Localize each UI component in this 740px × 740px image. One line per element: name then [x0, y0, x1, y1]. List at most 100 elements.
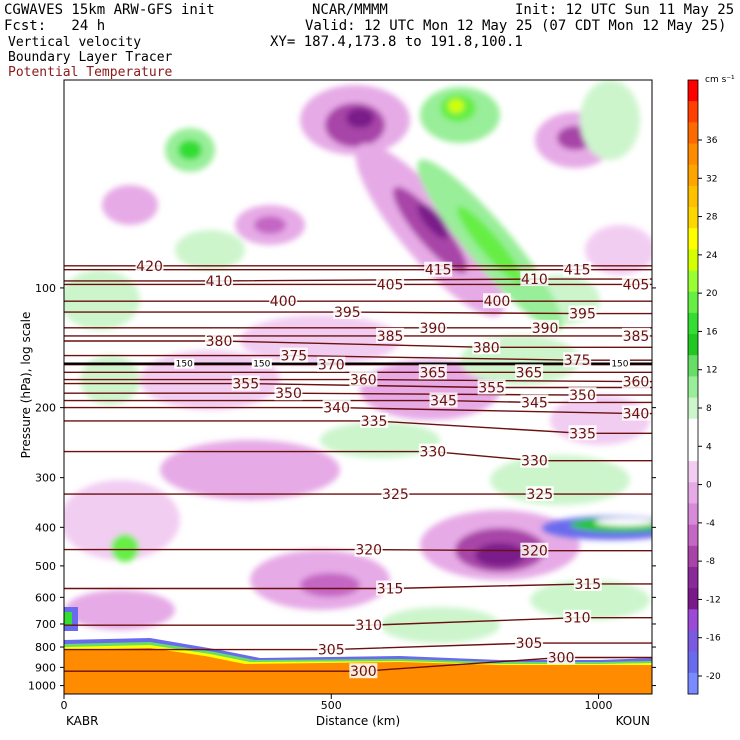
- theta-label: 335: [361, 414, 388, 430]
- theta-label: 365: [516, 365, 543, 381]
- theta-label-bg: [568, 387, 597, 403]
- colorbar-label: -20: [706, 672, 721, 682]
- x-axis-title: Distance (km): [316, 714, 400, 728]
- boundary-layer-left: [64, 607, 78, 631]
- valid-time: Valid: 12 UTC Mon 12 May 25 (07 CDT Mon …: [305, 18, 727, 34]
- theta-label-bg: [424, 261, 453, 277]
- theta-contour: [64, 399, 652, 404]
- colorbar-bin: [688, 291, 698, 314]
- theta-contour: [64, 311, 652, 315]
- theta-label: 340: [623, 407, 650, 423]
- colorbar-bin: [688, 482, 698, 504]
- colorbar-bin: [688, 588, 698, 610]
- x-tick-label: 1000: [585, 699, 613, 712]
- theta-label-bg: [418, 443, 447, 459]
- theta-label: 305: [516, 636, 543, 652]
- y-tick-label: 400: [35, 521, 56, 534]
- theta-label-bg: [515, 635, 544, 651]
- theta-label-bg: [381, 486, 410, 502]
- colorbar-bin: [688, 439, 698, 462]
- theta-label-bg: [520, 542, 549, 558]
- colorbar-label: -16: [706, 634, 721, 644]
- theta-contour: [64, 642, 652, 651]
- descent-center: [475, 543, 525, 567]
- left-endpoint: KABR: [66, 714, 98, 728]
- descent-region: [585, 225, 652, 275]
- colorbar-bin: [688, 80, 698, 102]
- theta-label-bg: [563, 261, 592, 277]
- right-endpoint: KOUN: [616, 714, 650, 728]
- colorbar-bin: [688, 207, 698, 229]
- colorbar-label: -4: [706, 519, 715, 529]
- theta-label-bg: [354, 541, 383, 557]
- ascent-region: [490, 455, 630, 505]
- colorbar-label: 24: [706, 251, 718, 261]
- theta-label-bg: [520, 452, 549, 468]
- theta-contour: [64, 583, 652, 590]
- theta-label: 310: [355, 618, 382, 634]
- model-title: CGWAVES 15km ARW-GFS init: [4, 2, 215, 18]
- theta-label: 335: [569, 426, 596, 442]
- theta-label: 355: [232, 377, 259, 393]
- theta-label-bg: [568, 425, 597, 441]
- theta-label: 325: [382, 487, 409, 503]
- theta-label: 390: [419, 321, 446, 337]
- theta-label: 400: [484, 294, 511, 310]
- x-axis: 0 500 1000: [61, 694, 613, 712]
- theta-label: 340: [323, 401, 350, 417]
- colorbar-bin: [688, 609, 698, 631]
- plot-frame: [63, 79, 653, 695]
- theta-label-bg: [418, 364, 447, 380]
- colorbar-bin: [688, 651, 698, 674]
- colorbar-bin: [688, 397, 698, 420]
- descent-region: [360, 360, 500, 420]
- theta-contour: [64, 548, 652, 552]
- y-tick-label: 100: [35, 282, 56, 295]
- ascent-region: [380, 607, 500, 643]
- ascent-band-core: [456, 206, 524, 284]
- descent-region: [160, 440, 340, 500]
- vertical-velocity-field: [64, 80, 652, 643]
- colorbar-bin: [688, 461, 698, 483]
- colorbar-bin: [688, 164, 698, 187]
- field-vertical-velocity: Vertical velocity: [8, 35, 142, 50]
- descent-region: [64, 480, 180, 560]
- colorbar-label: 16: [706, 327, 718, 337]
- ascent-core: [178, 140, 202, 160]
- theta-label-bg: [349, 371, 378, 387]
- theta-label: 395: [569, 307, 596, 323]
- theta-label-bg: [547, 649, 576, 665]
- theta-label-bg: [520, 394, 549, 410]
- ascent-region: [580, 80, 640, 160]
- theta-label-bg: [231, 375, 260, 391]
- colorbar-bin: [688, 672, 698, 695]
- colorbar-label: 28: [706, 213, 718, 223]
- theta-label-bg: [573, 575, 602, 591]
- theta-label: 415: [425, 263, 452, 279]
- ascent-region: [320, 422, 440, 458]
- theta-label: 350: [275, 386, 302, 402]
- descent-band-center: [417, 203, 449, 239]
- cross-section-endpoints: XY= 187.4,173.8 to 191.8,100.1: [270, 34, 523, 50]
- ascent-center: [448, 99, 464, 113]
- colorbar-label: 20: [706, 289, 718, 299]
- theta-label-bg: [354, 617, 383, 633]
- colorbar-label: 0: [706, 481, 712, 491]
- theta-label: 385: [623, 329, 650, 345]
- theta-label-bg: [317, 356, 346, 372]
- ascent-region: [111, 534, 139, 562]
- ground-strip: [64, 684, 652, 694]
- theta-label-bg: [568, 305, 597, 321]
- theta-label-bg: [472, 339, 501, 355]
- theta-label: 330: [521, 454, 548, 470]
- theta-label: 325: [526, 487, 553, 503]
- theta-label: 375: [280, 349, 307, 365]
- theta-label-bg: [135, 257, 164, 273]
- y-axis: 100 200 300 400 500 600 700 800 900 1000: [28, 282, 656, 693]
- forecast-hour: Fcst: 24 h: [4, 18, 106, 34]
- colorbar-bin: [688, 122, 698, 145]
- theta-label-bg: [563, 352, 592, 368]
- colorbar-label: 12: [706, 366, 717, 376]
- theta-label-bg: [429, 392, 458, 408]
- theta-label: 310: [564, 611, 591, 627]
